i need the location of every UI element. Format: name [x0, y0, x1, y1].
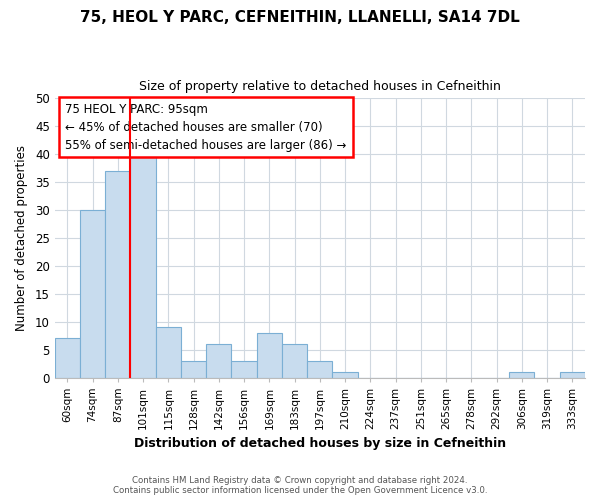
- Bar: [105, 171, 130, 378]
- Text: 75, HEOL Y PARC, CEFNEITHIN, LLANELLI, SA14 7DL: 75, HEOL Y PARC, CEFNEITHIN, LLANELLI, S…: [80, 10, 520, 25]
- Bar: [155, 328, 181, 378]
- Bar: [80, 210, 105, 378]
- Title: Size of property relative to detached houses in Cefneithin: Size of property relative to detached ho…: [139, 80, 501, 93]
- Bar: [307, 361, 332, 378]
- Bar: [282, 344, 307, 378]
- Bar: [509, 372, 535, 378]
- Bar: [332, 372, 358, 378]
- Bar: [232, 361, 257, 378]
- Bar: [181, 361, 206, 378]
- Text: Contains HM Land Registry data © Crown copyright and database right 2024.
Contai: Contains HM Land Registry data © Crown c…: [113, 476, 487, 495]
- Bar: [560, 372, 585, 378]
- Bar: [55, 338, 80, 378]
- Bar: [206, 344, 232, 378]
- Bar: [130, 148, 155, 378]
- Text: 75 HEOL Y PARC: 95sqm
← 45% of detached houses are smaller (70)
55% of semi-deta: 75 HEOL Y PARC: 95sqm ← 45% of detached …: [65, 102, 347, 152]
- Y-axis label: Number of detached properties: Number of detached properties: [15, 145, 28, 331]
- X-axis label: Distribution of detached houses by size in Cefneithin: Distribution of detached houses by size …: [134, 437, 506, 450]
- Bar: [257, 333, 282, 378]
